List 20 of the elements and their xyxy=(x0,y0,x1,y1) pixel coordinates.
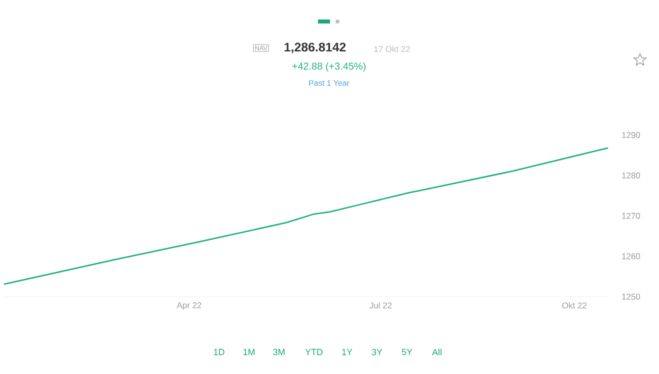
x-tick-label: Okt 22 xyxy=(562,302,586,308)
y-tick-label: 1290 xyxy=(622,132,640,138)
text: 17 Okt 22 xyxy=(374,46,410,52)
text: 1D xyxy=(214,348,224,356)
text: 1Y xyxy=(342,348,352,356)
y-tick-label: 1270 xyxy=(622,212,640,219)
text: All xyxy=(432,348,442,356)
x-tick-label: Apr 22 xyxy=(176,302,202,310)
chart-subtitle: +42.88 (+3.45%) xyxy=(292,62,366,72)
x-tick-label: Jul 22 xyxy=(370,302,392,308)
y-tick-label: 1260 xyxy=(622,253,640,260)
text: 3Y xyxy=(372,348,382,356)
text: YTD xyxy=(305,348,323,356)
text: 3M xyxy=(273,348,284,356)
y-tick-label: 1280 xyxy=(622,172,640,178)
y-tick-label: 1250 xyxy=(622,294,640,300)
chart-title: 1,286.8142 xyxy=(284,42,346,54)
text: 5Y xyxy=(402,348,412,356)
text: 1M xyxy=(243,348,254,356)
line-series xyxy=(3,147,609,285)
